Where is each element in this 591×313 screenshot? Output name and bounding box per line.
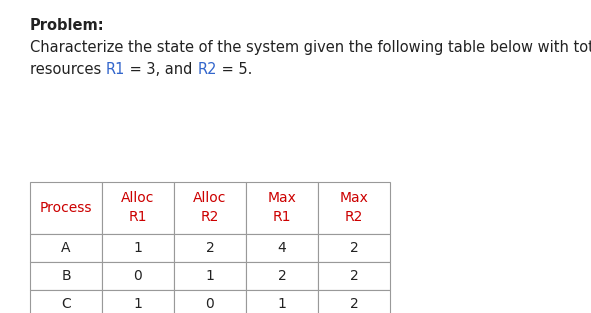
Text: 2: 2: [350, 241, 358, 255]
Text: 2: 2: [278, 269, 287, 283]
Bar: [246, 290, 318, 313]
Text: C: C: [61, 297, 71, 311]
Text: 0: 0: [206, 297, 215, 311]
Bar: [102, 182, 174, 234]
Text: R1: R1: [273, 210, 291, 224]
Bar: [246, 234, 318, 262]
Text: R1: R1: [129, 210, 147, 224]
Bar: [174, 182, 246, 234]
Bar: [30, 290, 102, 313]
Bar: [174, 234, 246, 262]
Text: 2: 2: [206, 241, 215, 255]
Text: 2: 2: [350, 269, 358, 283]
Text: Alloc: Alloc: [121, 191, 155, 205]
Bar: [318, 290, 390, 313]
Text: = 3, and: = 3, and: [125, 62, 197, 77]
Bar: [30, 234, 102, 262]
Text: Max: Max: [340, 191, 368, 205]
Text: 0: 0: [134, 269, 142, 283]
Bar: [318, 182, 390, 234]
Text: resources: resources: [30, 62, 106, 77]
Bar: [174, 262, 246, 290]
Text: Max: Max: [268, 191, 297, 205]
Text: Characterize the state of the system given the following table below with total: Characterize the state of the system giv…: [30, 40, 591, 55]
Bar: [246, 182, 318, 234]
Text: 1: 1: [278, 297, 287, 311]
Bar: [102, 234, 174, 262]
Bar: [174, 290, 246, 313]
Text: 1: 1: [134, 297, 142, 311]
Text: A: A: [61, 241, 71, 255]
Bar: [102, 262, 174, 290]
Bar: [30, 262, 102, 290]
Text: R2: R2: [201, 210, 219, 224]
Text: B: B: [61, 269, 71, 283]
Text: R1: R1: [106, 62, 125, 77]
Text: 2: 2: [350, 297, 358, 311]
Text: 1: 1: [206, 269, 215, 283]
Bar: [318, 262, 390, 290]
Text: R2: R2: [197, 62, 217, 77]
Text: 1: 1: [134, 241, 142, 255]
Text: 4: 4: [278, 241, 287, 255]
Text: R2: R2: [345, 210, 363, 224]
Text: Process: Process: [40, 201, 92, 215]
Bar: [30, 182, 102, 234]
Bar: [246, 262, 318, 290]
Text: Alloc: Alloc: [193, 191, 227, 205]
Bar: [102, 290, 174, 313]
Text: = 5.: = 5.: [217, 62, 252, 77]
Text: Problem:: Problem:: [30, 18, 105, 33]
Bar: [318, 234, 390, 262]
